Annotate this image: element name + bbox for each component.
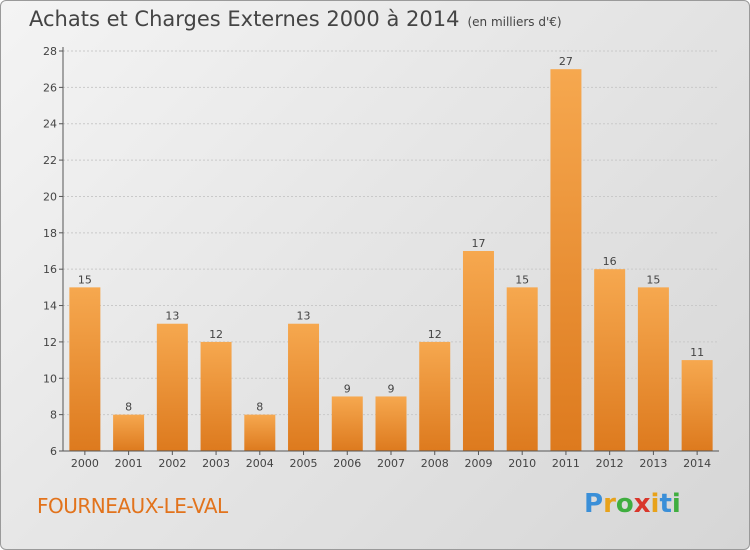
data-label: 15 <box>78 273 92 286</box>
data-label: 16 <box>603 255 617 268</box>
x-tick-label: 2004 <box>246 457 274 470</box>
x-tick-label: 2005 <box>290 457 318 470</box>
bar <box>156 323 188 451</box>
data-label: 15 <box>646 273 660 286</box>
bar <box>244 414 276 451</box>
logo-letter: x <box>633 489 651 519</box>
y-tick-label: 26 <box>43 81 57 94</box>
bar <box>637 287 669 451</box>
y-tick-label: 18 <box>43 227 57 240</box>
data-label: 17 <box>471 237 485 250</box>
bar <box>113 414 145 451</box>
bar <box>594 269 626 451</box>
data-label: 13 <box>297 310 311 323</box>
place-name: FOURNEAUX-LE-VAL <box>37 494 228 518</box>
data-label: 8 <box>256 401 263 414</box>
chart-title-text: Achats et Charges Externes 2000 à 2014 <box>29 7 460 31</box>
y-tick-label: 12 <box>43 336 57 349</box>
x-tick-label: 2009 <box>464 457 492 470</box>
logo-letter: i <box>650 489 660 519</box>
y-tick-label: 8 <box>50 409 57 422</box>
chart-subtitle: (en milliers d'€) <box>467 15 562 29</box>
y-tick-label: 22 <box>43 154 57 167</box>
y-tick-label: 24 <box>43 118 57 131</box>
y-tick-label: 6 <box>50 445 57 458</box>
logo-letter: P <box>584 489 604 519</box>
x-tick-label: 2007 <box>377 457 405 470</box>
data-label: 27 <box>559 55 573 68</box>
y-tick-label: 28 <box>43 45 57 58</box>
bar <box>506 287 538 451</box>
bar <box>419 341 451 451</box>
data-label: 13 <box>165 310 179 323</box>
data-label: 12 <box>428 328 442 341</box>
bar <box>375 396 407 451</box>
data-label: 9 <box>344 382 351 395</box>
bar <box>200 341 232 451</box>
bar <box>69 287 101 451</box>
data-label: 9 <box>388 382 395 395</box>
x-tick-label: 2013 <box>639 457 667 470</box>
bar <box>462 251 494 451</box>
x-tick-label: 2006 <box>333 457 361 470</box>
bar <box>550 69 582 451</box>
proxiti-logo: Proxiti <box>584 489 681 519</box>
data-label: 15 <box>515 273 529 286</box>
logo-letter: r <box>603 489 616 519</box>
logo-letter: i <box>671 489 681 519</box>
x-tick-label: 2010 <box>508 457 536 470</box>
x-tick-label: 2002 <box>158 457 186 470</box>
logo-letter: t <box>659 489 672 519</box>
x-tick-label: 2014 <box>683 457 711 470</box>
y-tick-label: 14 <box>43 300 57 313</box>
y-tick-label: 16 <box>43 263 57 276</box>
data-label: 11 <box>690 346 704 359</box>
logo-letter: o <box>615 489 634 519</box>
bar <box>331 396 363 451</box>
x-tick-label: 2011 <box>552 457 580 470</box>
x-tick-label: 2000 <box>71 457 99 470</box>
x-tick-label: 2003 <box>202 457 230 470</box>
x-tick-label: 2008 <box>421 457 449 470</box>
data-label: 12 <box>209 328 223 341</box>
y-tick-label: 10 <box>43 372 57 385</box>
bar <box>681 360 713 451</box>
x-tick-label: 2001 <box>115 457 143 470</box>
data-label: 8 <box>125 401 132 414</box>
bar <box>288 323 320 451</box>
x-tick-label: 2012 <box>596 457 624 470</box>
chart-title: Achats et Charges Externes 2000 à 2014 (e… <box>29 7 562 31</box>
y-tick-label: 20 <box>43 190 57 203</box>
